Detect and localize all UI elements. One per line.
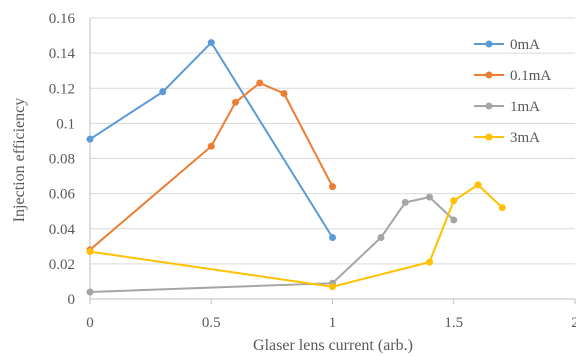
data-point <box>86 288 94 296</box>
series-1mA <box>86 193 458 296</box>
series-line <box>89 81 334 251</box>
data-point <box>159 88 167 96</box>
series-0mA <box>86 39 336 242</box>
data-point <box>329 283 336 291</box>
y-tick-label: 0.08 <box>49 152 75 168</box>
data-point <box>207 142 215 150</box>
y-tick-label: 0.1 <box>56 116 75 132</box>
series-line <box>89 183 503 288</box>
legend-entry: 0mA <box>474 37 540 53</box>
data-point <box>426 258 433 266</box>
y-tick-label: 0.02 <box>49 257 75 273</box>
data-point <box>280 90 288 98</box>
data-point <box>426 193 433 201</box>
y-tick-label: 0 <box>68 292 76 308</box>
legend-swatch-marker <box>485 71 493 79</box>
legend: 0mA 0.1mA 1mA 3mA <box>474 37 551 146</box>
data-point <box>401 198 409 206</box>
data-point <box>329 183 336 191</box>
gridlines <box>90 17 575 300</box>
data-point <box>207 39 215 47</box>
data-point <box>256 79 264 87</box>
x-tick-label: 1 <box>329 315 337 331</box>
x-tick-label: 0.5 <box>202 315 221 331</box>
data-point <box>86 135 94 143</box>
legend-entry: 1mA <box>474 99 540 115</box>
y-axis-title: Injection efficiency <box>11 98 28 223</box>
data-point <box>377 234 385 242</box>
x-tick-labels: 0 0.5 1 1.5 2 <box>86 315 576 331</box>
y-tick-label: 0.06 <box>49 187 76 203</box>
legend-swatch-marker <box>485 133 493 141</box>
data-point <box>86 248 94 256</box>
legend-swatch-marker <box>485 102 493 110</box>
legend-label: 0mA <box>510 37 540 53</box>
series-group <box>86 39 506 296</box>
y-tick-label: 0.12 <box>49 81 75 97</box>
series-line <box>89 196 455 293</box>
legend-label: 1mA <box>510 99 540 115</box>
y-tick-label: 0.14 <box>49 46 76 62</box>
legend-label: 3mA <box>510 130 540 146</box>
y-tick-labels: 0 0.02 0.04 0.06 0.08 0.1 0.12 0.14 0.16 <box>49 11 76 308</box>
data-point <box>474 181 482 189</box>
x-tick-label: 1.5 <box>444 315 463 331</box>
x-axis-title: Glaser lens current (arb.) <box>253 337 413 354</box>
data-point <box>450 197 458 205</box>
y-tick-label: 0.16 <box>49 11 76 27</box>
legend-entry: 3mA <box>474 130 540 146</box>
legend-entry: 0.1mA <box>474 68 551 84</box>
x-tick-label: 2 <box>571 315 576 331</box>
data-point <box>329 234 336 242</box>
data-point <box>498 204 506 212</box>
axes <box>89 18 576 304</box>
series-0.1mA <box>86 79 336 254</box>
data-point <box>232 98 239 106</box>
legend-label: 0.1mA <box>510 68 551 84</box>
legend-swatch-marker <box>485 40 493 48</box>
x-tick-label: 0 <box>86 315 94 331</box>
series-line <box>89 40 334 239</box>
series-3mA <box>86 181 506 291</box>
y-tick-label: 0.04 <box>49 222 76 238</box>
data-point <box>450 216 458 224</box>
